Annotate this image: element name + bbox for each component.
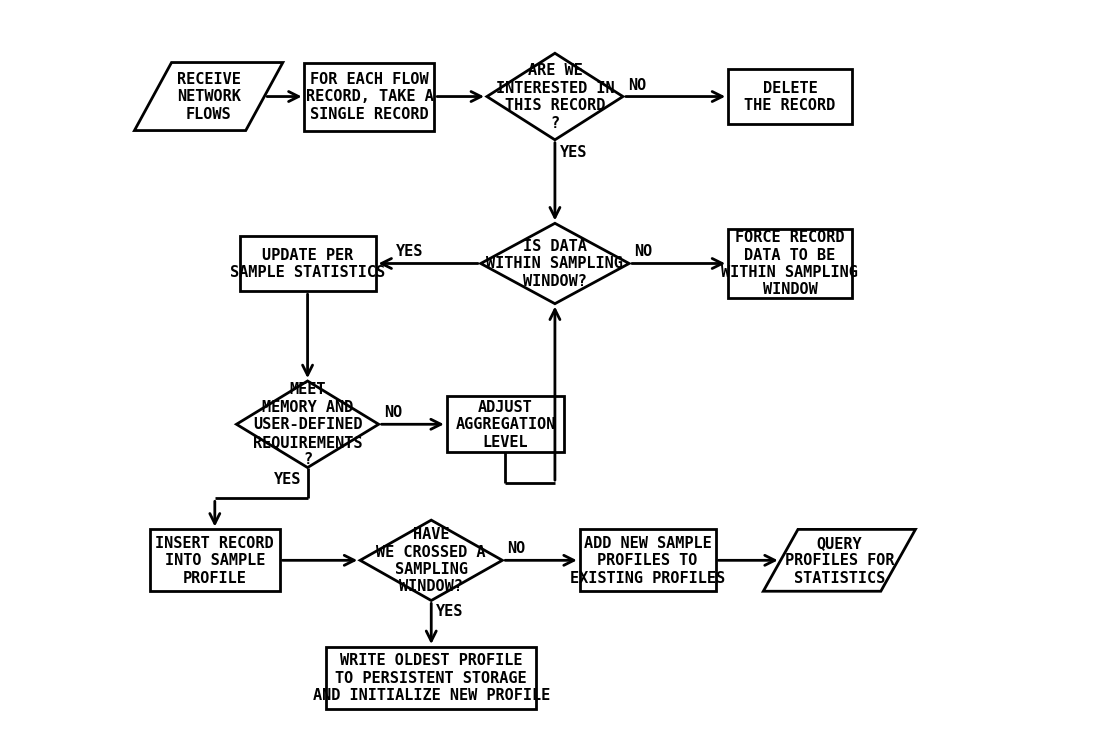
FancyBboxPatch shape: [304, 63, 434, 130]
Text: INSERT RECORD
INTO SAMPLE
PROFILE: INSERT RECORD INTO SAMPLE PROFILE: [155, 536, 274, 585]
FancyBboxPatch shape: [728, 69, 851, 124]
Text: ADJUST
AGGREGATION
LEVEL: ADJUST AGGREGATION LEVEL: [455, 400, 556, 449]
Text: NO: NO: [628, 78, 645, 93]
Polygon shape: [480, 224, 629, 304]
FancyBboxPatch shape: [326, 647, 536, 709]
Text: WRITE OLDEST PROFILE
TO PERSISTENT STORAGE
AND INITIALIZE NEW PROFILE: WRITE OLDEST PROFILE TO PERSISTENT STORA…: [313, 653, 549, 703]
Text: YES: YES: [436, 604, 464, 619]
Text: MEET
MEMORY AND
USER-DEFINED
REQUIREMENTS
?: MEET MEMORY AND USER-DEFINED REQUIREMENT…: [253, 382, 362, 466]
Text: UPDATE PER
SAMPLE STATISTICS: UPDATE PER SAMPLE STATISTICS: [230, 248, 385, 280]
Text: QUERY
PROFILES FOR
STATISTICS: QUERY PROFILES FOR STATISTICS: [784, 536, 894, 585]
Text: IS DATA
WITHIN SAMPLING
WINDOW?: IS DATA WITHIN SAMPLING WINDOW?: [486, 238, 623, 289]
Text: NO: NO: [507, 541, 526, 556]
Text: ARE WE
INTERESTED IN
THIS RECORD
?: ARE WE INTERESTED IN THIS RECORD ?: [496, 63, 613, 130]
Text: NO: NO: [633, 244, 652, 259]
Text: ADD NEW SAMPLE
PROFILES TO
EXISTING PROFILES: ADD NEW SAMPLE PROFILES TO EXISTING PROF…: [570, 536, 724, 585]
Text: NO: NO: [384, 404, 401, 419]
Text: FOR EACH FLOW
RECORD, TAKE A
SINGLE RECORD: FOR EACH FLOW RECORD, TAKE A SINGLE RECO…: [305, 72, 433, 122]
Polygon shape: [359, 520, 502, 601]
Text: FORCE RECORD
DATA TO BE
WITHIN SAMPLING
WINDOW: FORCE RECORD DATA TO BE WITHIN SAMPLING …: [721, 230, 857, 297]
Text: DELETE
THE RECORD: DELETE THE RECORD: [744, 81, 835, 113]
FancyBboxPatch shape: [579, 530, 715, 591]
Polygon shape: [763, 530, 915, 591]
Text: HAVE
WE CROSSED A
SAMPLING
WINDOW?: HAVE WE CROSSED A SAMPLING WINDOW?: [376, 526, 486, 594]
FancyBboxPatch shape: [150, 530, 279, 591]
Text: YES: YES: [396, 244, 423, 259]
FancyBboxPatch shape: [240, 236, 375, 292]
Polygon shape: [487, 53, 622, 140]
Text: RECEIVE
NETWORK
FLOWS: RECEIVE NETWORK FLOWS: [176, 72, 241, 122]
FancyBboxPatch shape: [728, 230, 851, 298]
Polygon shape: [236, 381, 378, 468]
FancyBboxPatch shape: [446, 397, 563, 452]
Text: YES: YES: [559, 145, 587, 160]
Polygon shape: [134, 63, 283, 130]
Text: YES: YES: [273, 471, 301, 486]
